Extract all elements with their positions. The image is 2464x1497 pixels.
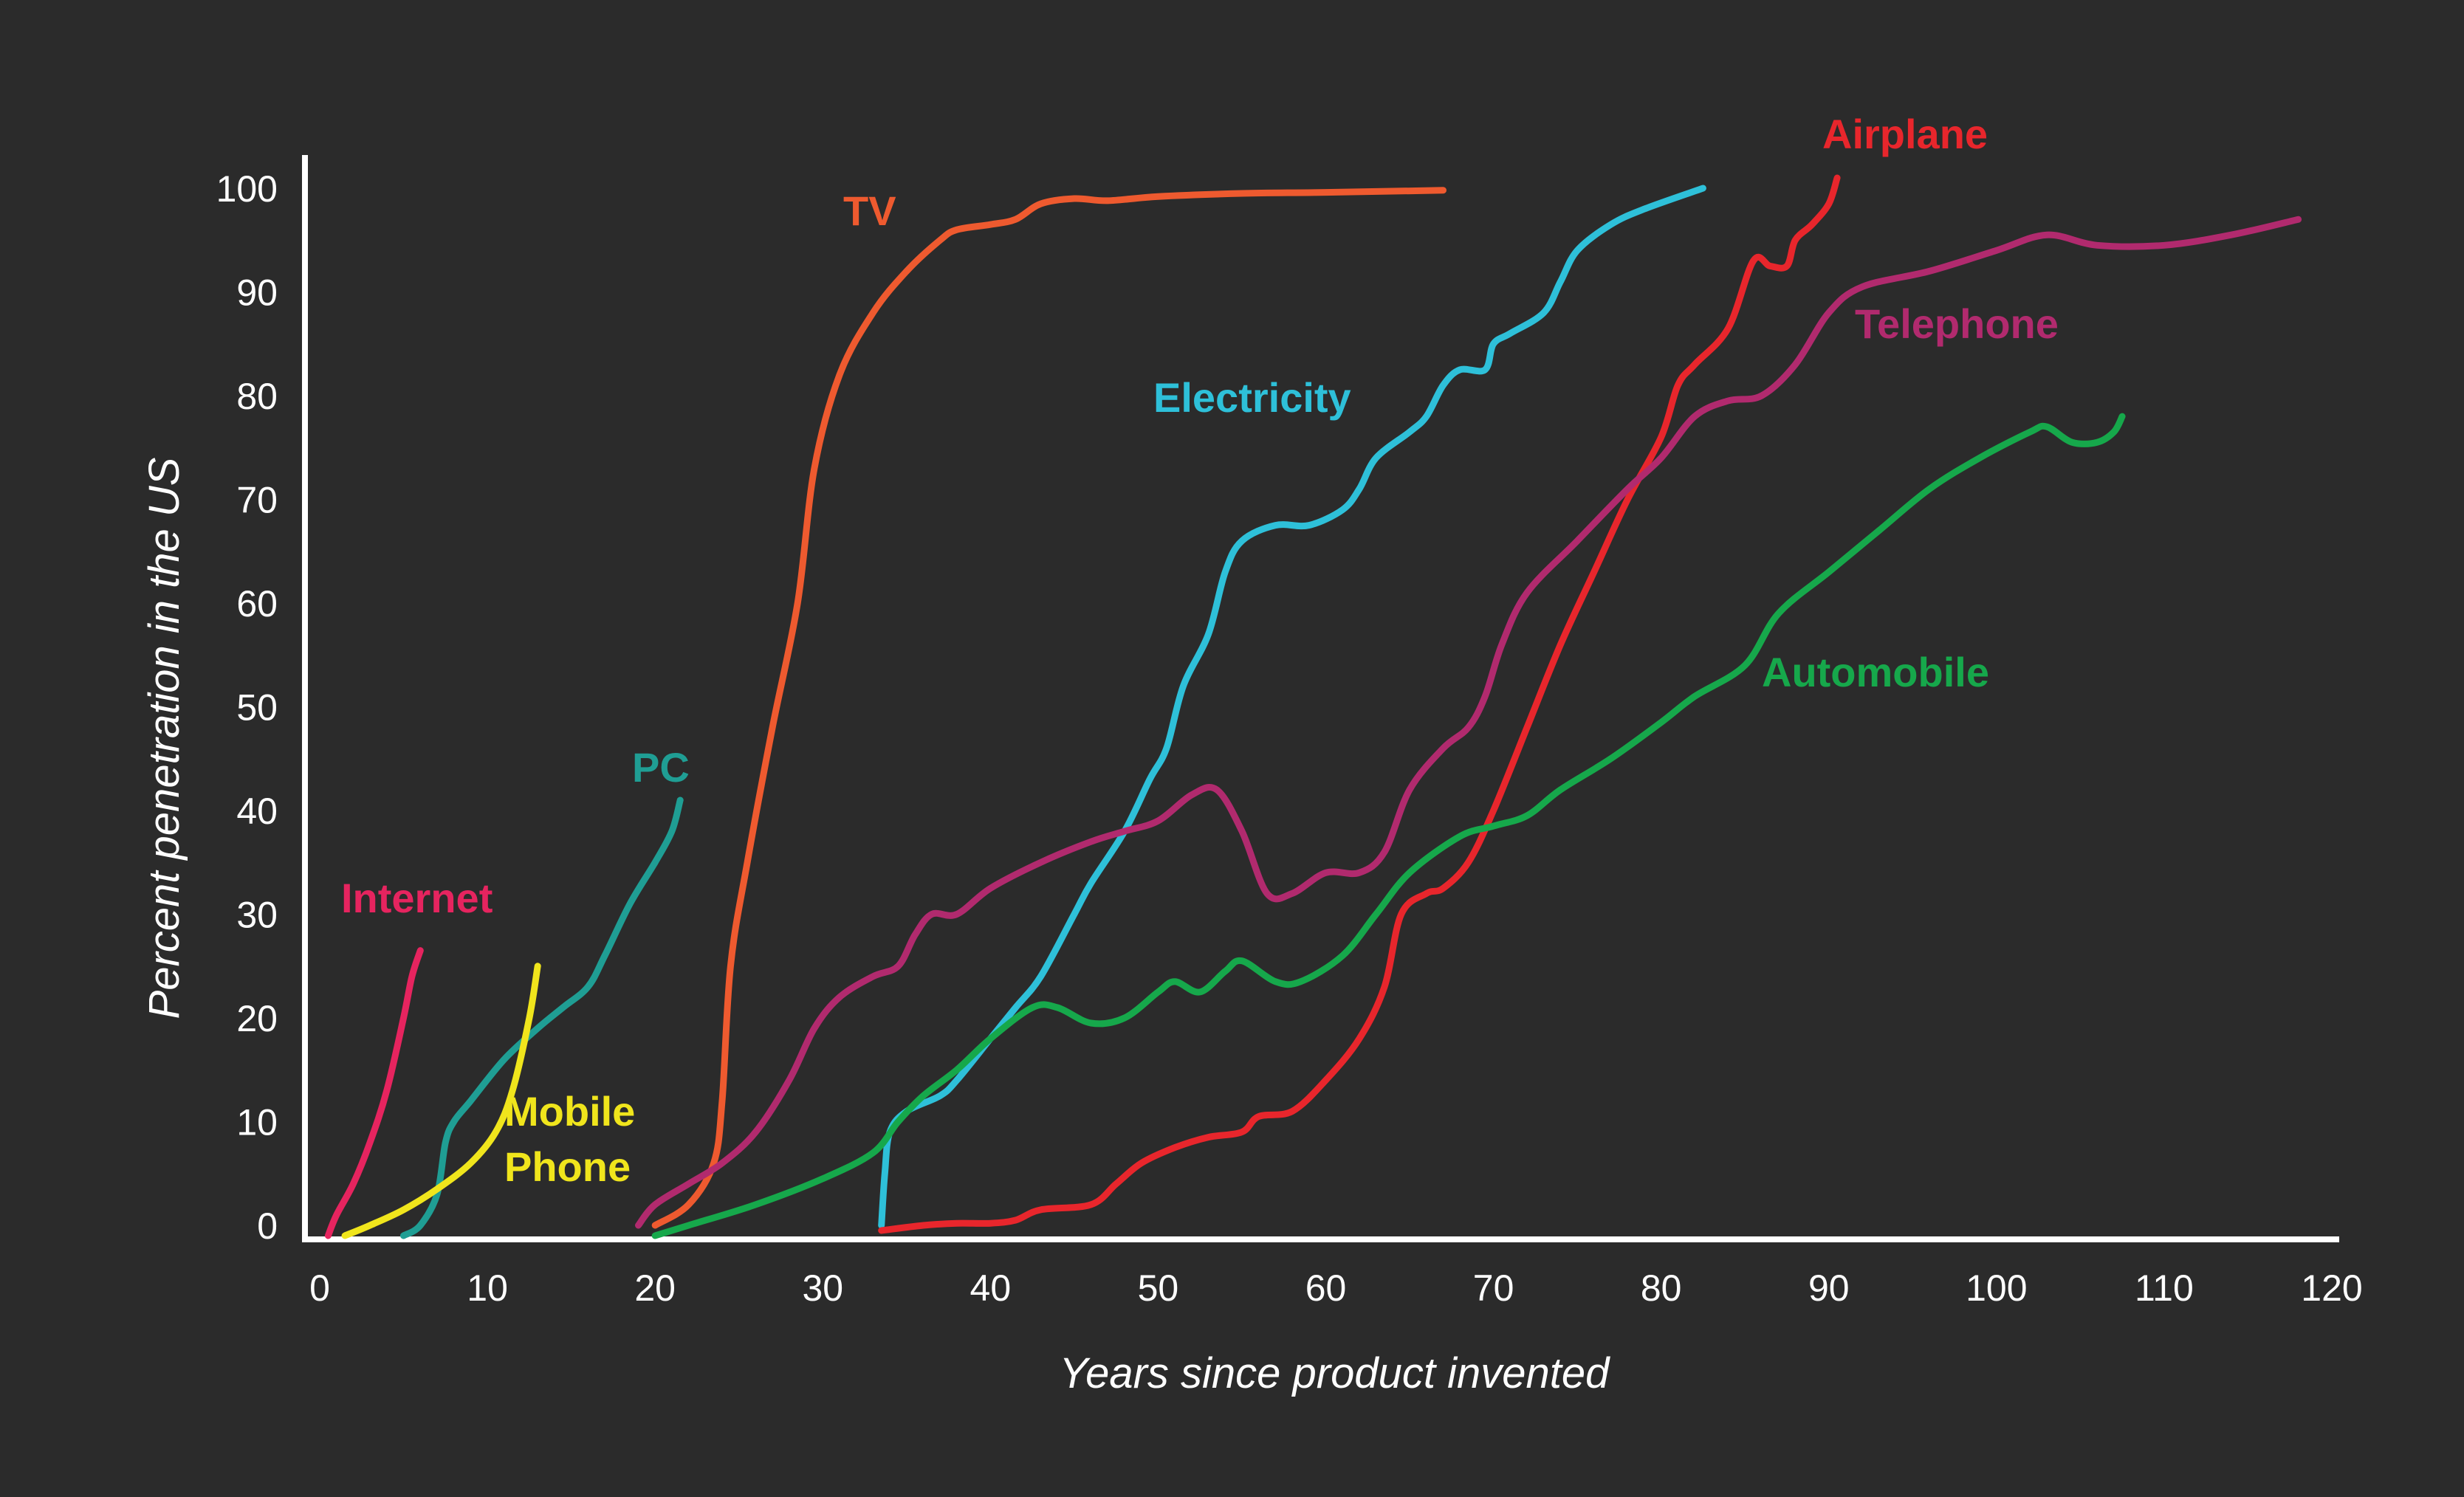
series-line-internet xyxy=(324,947,424,1239)
y-tick-50: 50 xyxy=(236,687,278,729)
label-tv: TV xyxy=(843,187,896,234)
series-line-pc xyxy=(400,796,684,1239)
x-tick-40: 40 xyxy=(970,1267,1012,1309)
y-tick-labels: 0 10 20 30 40 50 60 70 80 90 100 xyxy=(216,168,278,1247)
y-tick-40: 40 xyxy=(236,791,278,832)
series-line-mobile-phone xyxy=(341,963,541,1239)
x-tick-100: 100 xyxy=(1966,1267,2027,1309)
x-tick-60: 60 xyxy=(1305,1267,1347,1309)
y-tick-60: 60 xyxy=(236,583,278,624)
x-tick-20: 20 xyxy=(634,1267,676,1309)
series-line-automobile xyxy=(651,413,2126,1239)
x-tick-labels: 0 10 20 30 40 50 60 70 80 90 100 110 120 xyxy=(309,1267,2363,1309)
series-line-telephone xyxy=(635,216,2302,1229)
y-tick-0: 0 xyxy=(257,1205,278,1247)
y-tick-20: 20 xyxy=(236,998,278,1039)
x-tick-50: 50 xyxy=(1138,1267,1179,1309)
y-tick-70: 70 xyxy=(236,480,278,521)
x-tick-70: 70 xyxy=(1473,1267,1514,1309)
x-tick-110: 110 xyxy=(2135,1267,2194,1309)
label-airplane: Airplane xyxy=(1822,111,1988,157)
x-tick-90: 90 xyxy=(1808,1267,1850,1309)
x-tick-80: 80 xyxy=(1641,1267,1682,1309)
label-pc: PC xyxy=(632,744,690,791)
axes xyxy=(302,155,2339,1242)
y-axis-title: Percent penetration in the US xyxy=(140,457,188,1019)
y-tick-30: 30 xyxy=(236,895,278,936)
x-tick-30: 30 xyxy=(802,1267,843,1309)
label-phone: Phone xyxy=(504,1143,631,1190)
x-tick-120: 120 xyxy=(2301,1267,2362,1309)
label-internet: Internet xyxy=(341,875,493,921)
series-line-tv xyxy=(651,187,1447,1229)
label-automobile: Automobile xyxy=(1762,649,1989,695)
x-tick-0: 0 xyxy=(309,1267,330,1309)
series-lines xyxy=(324,174,2302,1239)
x-tick-10: 10 xyxy=(467,1267,508,1309)
series-line-electricity xyxy=(878,185,1706,1229)
y-tick-10: 10 xyxy=(236,1102,278,1143)
label-electricity: Electricity xyxy=(1153,374,1351,421)
series-line-airplane xyxy=(878,174,1841,1234)
y-tick-90: 90 xyxy=(236,272,278,314)
label-telephone: Telephone xyxy=(1855,300,2059,347)
x-axis-title: Years since product invented xyxy=(1060,1349,1611,1397)
y-tick-100: 100 xyxy=(216,168,278,210)
label-mobile: Mobile xyxy=(504,1088,635,1135)
y-tick-80: 80 xyxy=(236,376,278,417)
series-labels: TV Electricity Airplane Telephone Automo… xyxy=(341,111,2059,1190)
